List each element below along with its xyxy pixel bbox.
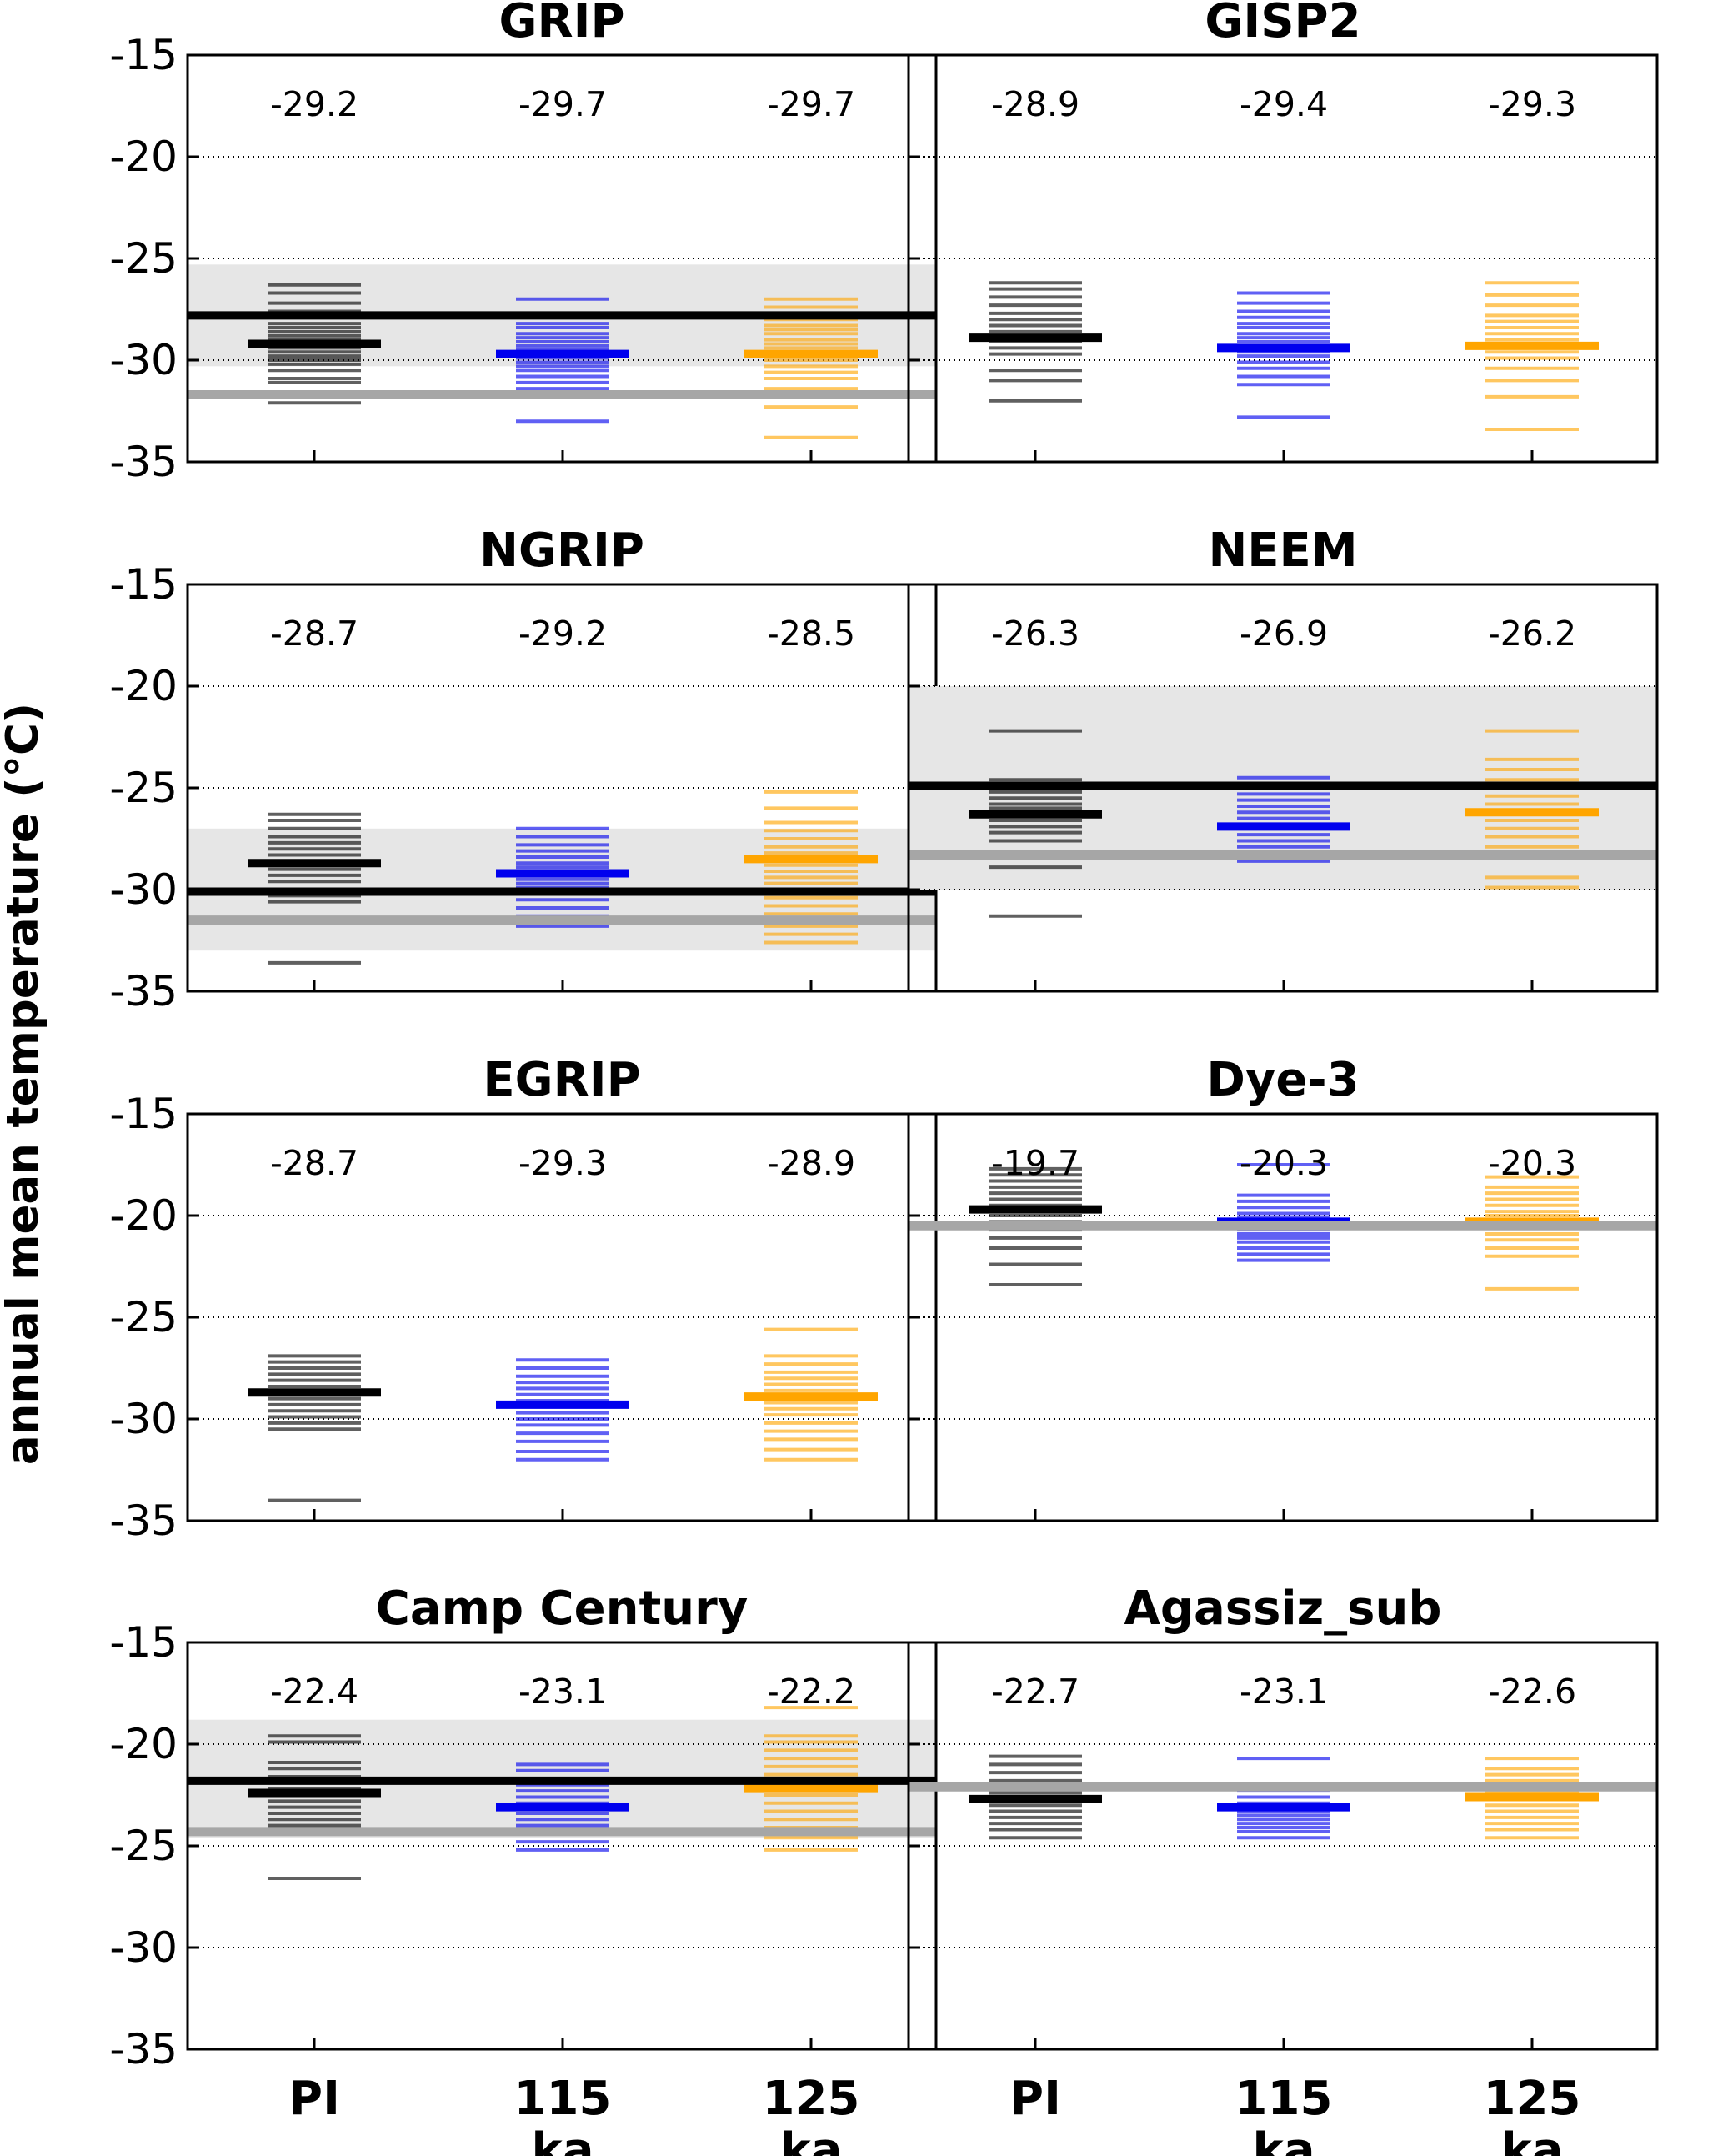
y-tick-label: -25	[109, 234, 178, 283]
panel-plot-area	[188, 1215, 936, 1502]
panel-title: NGRIP	[479, 524, 644, 578]
x-tick-label: ka	[1500, 2123, 1563, 2156]
y-tick-label: -30	[109, 1923, 178, 1972]
mean-value-label: -22.4	[270, 1672, 358, 1712]
y-tick-label: -20	[109, 133, 178, 181]
panel-dye-3: Dye-3 -19.7 -20.3 -20.3	[907, 1053, 1659, 1522]
x-tick-label: ka	[531, 2123, 594, 2156]
panel-neem: NEEM -26.3 -26.9 -26.2	[907, 524, 1659, 993]
y-tick-label: -20	[109, 1720, 178, 1768]
x-tick-label: PI	[1009, 2072, 1061, 2126]
mean-value-label: -26.3	[991, 614, 1079, 654]
x-tick-label: ka	[1252, 2123, 1315, 2156]
mean-value-label: -29.3	[1488, 84, 1576, 124]
panel-plot-area	[909, 1163, 1657, 1420]
mean-value-label: -23.1	[1240, 1672, 1328, 1712]
x-tick-label: 115	[1235, 2072, 1333, 2126]
mean-value-label: -29.7	[767, 84, 855, 124]
y-axis-title: annual mean temperature (°C)	[0, 703, 48, 1465]
y-tick-label: -15	[109, 1090, 178, 1138]
mean-value-label: -26.2	[1488, 614, 1576, 654]
mean-value-label: -28.7	[270, 614, 358, 654]
y-tick-label: -15	[109, 560, 178, 609]
y-tick-label: -35	[109, 1497, 178, 1545]
mean-value-label: -28.9	[991, 84, 1079, 124]
x-tick-label: ka	[779, 2123, 842, 2156]
panel-plot-area	[909, 685, 1657, 918]
panel-plot-area	[909, 1743, 1657, 1948]
y-tick-label: -15	[109, 31, 178, 79]
mean-value-label: -29.7	[518, 84, 607, 124]
panel-title: Agassiz_sub	[1124, 1582, 1442, 1636]
mean-value-label: -19.7	[991, 1143, 1079, 1183]
mean-value-label: -22.6	[1488, 1672, 1576, 1712]
y-tick-label: -35	[109, 967, 178, 1015]
mean-value-label: -29.2	[270, 84, 358, 124]
y-tick-label: -25	[109, 1822, 178, 1870]
mean-value-label: -22.7	[991, 1672, 1079, 1712]
x-tick-label: PI	[288, 2072, 340, 2126]
mean-value-label: -22.2	[767, 1672, 855, 1712]
x-tick-label: 125	[763, 2072, 860, 2126]
mean-value-label: -28.5	[767, 614, 855, 654]
panel-title: NEEM	[1208, 524, 1357, 578]
panel-plot-area	[909, 156, 1657, 431]
mean-value-label: -26.9	[1240, 614, 1328, 654]
y-tick-label: -35	[109, 2025, 178, 2073]
panel-title: Dye-3	[1206, 1053, 1359, 1107]
y-tick-label: -30	[109, 1395, 178, 1443]
mean-value-label: -28.7	[270, 1143, 358, 1183]
mean-value-label: -28.9	[767, 1143, 855, 1183]
y-tick-label: -35	[109, 438, 178, 486]
panel-grip: -15 -20 -25 -30 -35 GRIP -29.2 -29.7 -29.7	[109, 0, 938, 486]
panel-egrip: -15 -20 -25 -30 -35 EGRIP -28.7 -29.3 -28.9	[109, 1053, 938, 1545]
mean-value-label: -29.2	[518, 614, 607, 654]
mean-value-label: -20.3	[1488, 1143, 1576, 1183]
panel-title: GRIP	[499, 0, 625, 48]
panel-title: EGRIP	[483, 1053, 640, 1107]
y-tick-label: -20	[109, 662, 178, 710]
y-tick-label: -20	[109, 1191, 178, 1240]
mean-value-label: -20.3	[1240, 1143, 1328, 1183]
panel-plot-area	[188, 685, 936, 965]
x-tick-label: 115	[514, 2072, 612, 2126]
panel-plot-area	[188, 1706, 936, 1948]
panel-grid: -15 -20 -25 -30 -35 GRIP -29.2 -29.7 -29.7 GISP2 -…	[109, 0, 1659, 2156]
panel-camp-century: -15 -20 -25 -30 -35 Camp Century -22.4 -23.1 -22…	[109, 1582, 938, 2156]
panel-title: Camp Century	[376, 1582, 749, 1636]
panel-gisp2: GISP2 -28.9 -29.4 -29.3	[907, 0, 1659, 464]
y-tick-label: -30	[109, 336, 178, 384]
y-tick-label: -25	[109, 764, 178, 812]
panel-title: GISP2	[1205, 0, 1360, 48]
mean-value-label: -29.3	[518, 1143, 607, 1183]
panel-plot-area	[188, 156, 936, 439]
mean-value-label: -29.4	[1240, 84, 1328, 124]
y-tick-label: -25	[109, 1293, 178, 1341]
x-tick-label: 125	[1484, 2072, 1581, 2126]
mean-value-label: -23.1	[518, 1672, 607, 1712]
y-tick-label: -15	[109, 1618, 178, 1667]
panel-ngrip: -15 -20 -25 -30 -35 NGRIP -28.7 -29.2 -28.5	[109, 524, 938, 1015]
y-tick-label: -30	[109, 865, 178, 914]
